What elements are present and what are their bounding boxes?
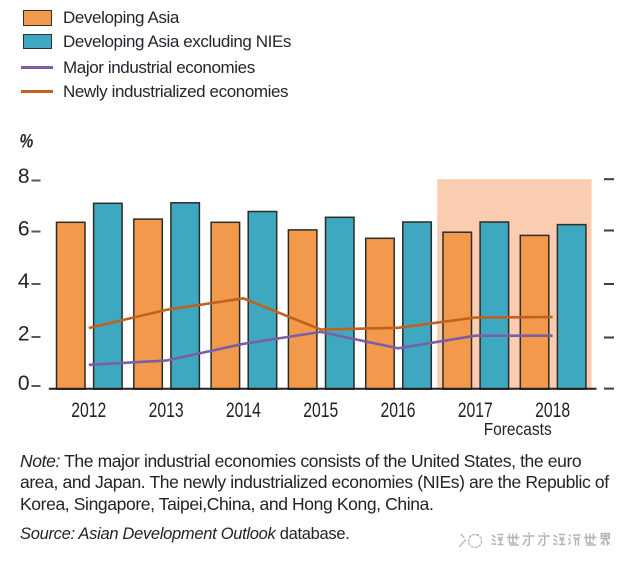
svg-text:4: 4 xyxy=(18,270,30,293)
svg-text:2015: 2015 xyxy=(303,399,338,422)
svg-text:2013: 2013 xyxy=(149,399,184,422)
svg-text:Forecasts: Forecasts xyxy=(484,419,552,439)
svg-text:6: 6 xyxy=(18,218,30,241)
svg-text:2018: 2018 xyxy=(535,399,570,422)
svg-text:0: 0 xyxy=(18,372,30,395)
svg-text:2014: 2014 xyxy=(226,399,261,422)
svg-text:2012: 2012 xyxy=(71,399,106,422)
svg-text:2017: 2017 xyxy=(458,399,493,422)
svg-text:%: % xyxy=(20,132,34,153)
svg-text:2: 2 xyxy=(18,323,30,346)
svg-text:8: 8 xyxy=(18,165,30,188)
svg-text:2016: 2016 xyxy=(381,399,416,422)
